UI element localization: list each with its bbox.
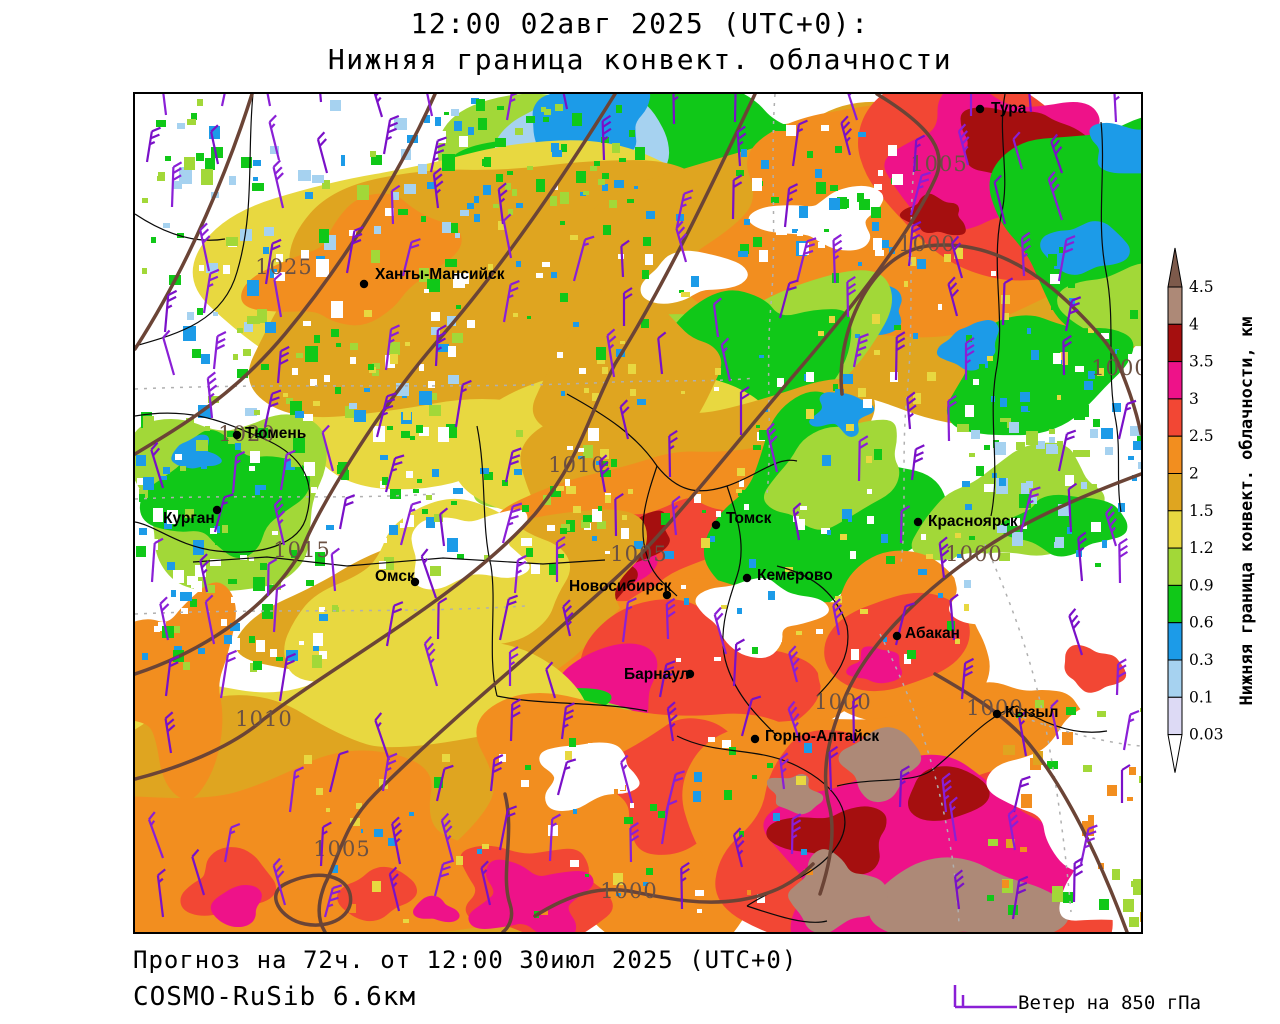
- isobar-labels: 1025102010151010101010051005100510001000…: [218, 152, 1141, 903]
- color-scale-legend: 4.5 4 3.5 3 2.5 2 1.5 1.2 0.9 0.6 0.3 0.1 0.03: [1167, 247, 1224, 773]
- wind-barb-icon: [953, 985, 1017, 1009]
- city-dot: [742, 573, 752, 583]
- isobar-label: 1010: [235, 707, 292, 731]
- isobar-label: 1005: [910, 152, 967, 176]
- legend-color-block: [1167, 659, 1183, 698]
- city-label: Тура: [991, 100, 1027, 117]
- city-dot: [212, 505, 222, 515]
- city-dot: [711, 520, 721, 530]
- graticule-lines: [135, 94, 1141, 925]
- legend-color-block: [1167, 323, 1183, 363]
- forecast-map: 1025102010151010101010051005100510001000…: [133, 92, 1143, 934]
- map-title-datetime: 12:00 02авг 2025 (UTC+0):: [410, 7, 870, 40]
- city-label: Красноярск: [928, 513, 1018, 530]
- city-label: Тюмень: [245, 425, 306, 442]
- wind-legend-label: Ветер на 850 гПа: [1018, 992, 1202, 1014]
- legend-tick: 4.5: [1189, 278, 1214, 296]
- city-markers: Тура Ханты-Мансийск Тюмень Курган Омск Новоси…: [163, 100, 1059, 745]
- legend-tick: 0.3: [1189, 651, 1214, 669]
- legend-color-block: [1167, 361, 1183, 400]
- city-dot: [750, 734, 760, 744]
- map-canvas: 1025102010151010101010051005100510001000…: [135, 94, 1141, 932]
- isobar-label: 1000: [1091, 356, 1141, 380]
- isobar-label: 1000: [814, 690, 871, 714]
- city-label: Ханты-Мансийск: [375, 266, 505, 283]
- city-dot: [685, 669, 695, 679]
- isobar-lines: [135, 94, 1141, 932]
- model-name: COSMO-RuSib 6.6км: [133, 982, 417, 1012]
- legend-color-block: [1167, 547, 1183, 586]
- city-label: Новосибирск: [569, 578, 672, 595]
- city-label: Кемерово: [757, 567, 833, 584]
- isobar-label: 1015: [273, 538, 330, 562]
- map-title-parameter: Нижняя граница конвект. облачности: [327, 43, 953, 76]
- isobar-label: 1025: [255, 255, 312, 279]
- forecast-info: Прогноз на 72ч. от 12:00 30июл 2025 (UTC…: [133, 946, 798, 974]
- legend-color-block: [1167, 584, 1183, 624]
- legend-color-block: [1167, 398, 1183, 437]
- legend-title: Нижняя граница конвект. облачности, км: [1237, 316, 1257, 706]
- city-label: Горно-Алтайск: [765, 728, 879, 745]
- legend-tick: 1.5: [1189, 502, 1214, 520]
- city-dot: [913, 517, 923, 527]
- legend-color-block: [1167, 622, 1183, 661]
- city-dot: [975, 104, 985, 114]
- legend-tick: 3.5: [1189, 353, 1214, 371]
- city-label: Томск: [726, 510, 772, 527]
- legend-color-block: [1167, 696, 1183, 736]
- city-label: Омск: [375, 568, 415, 585]
- city-label: Абакан: [905, 625, 960, 642]
- city-dot: [892, 631, 902, 641]
- isobar-label: 1000: [898, 232, 955, 256]
- city-label: Кызыл: [1005, 704, 1059, 721]
- legend-tick: 0.6: [1189, 614, 1214, 632]
- wind-barbs: [145, 94, 1140, 920]
- legend-color-block: [1167, 510, 1183, 549]
- city-dot: [992, 709, 1002, 719]
- legend-tick: 0.9: [1189, 576, 1214, 594]
- isobar-label: 1010: [548, 453, 605, 477]
- legend-tick: 4: [1189, 315, 1199, 333]
- city-label: Курган: [163, 510, 215, 527]
- isobar-label: 1000: [945, 542, 1002, 566]
- legend-tick: 3: [1189, 390, 1199, 408]
- city-dot: [662, 590, 672, 600]
- legend-tick: 2: [1189, 465, 1199, 483]
- legend-tick: 2.5: [1189, 427, 1214, 445]
- legend-color-block: [1167, 435, 1183, 474]
- legend-color-block: [1167, 473, 1183, 512]
- legend-tick: 0.1: [1189, 688, 1214, 706]
- legend-tick: 1.2: [1189, 539, 1214, 557]
- city-dot: [232, 430, 242, 440]
- isobar-label: 1005: [610, 542, 667, 566]
- legend-tick: 0.03: [1189, 726, 1224, 744]
- legend-color-block: [1167, 286, 1183, 325]
- legend-arrow-bottom: [1167, 734, 1183, 773]
- city-dot: [410, 577, 420, 587]
- legend-arrow-top: [1167, 247, 1183, 288]
- city-dot: [359, 279, 369, 289]
- isobar-label: 1000: [600, 879, 657, 903]
- city-label: Барнаул: [624, 666, 689, 683]
